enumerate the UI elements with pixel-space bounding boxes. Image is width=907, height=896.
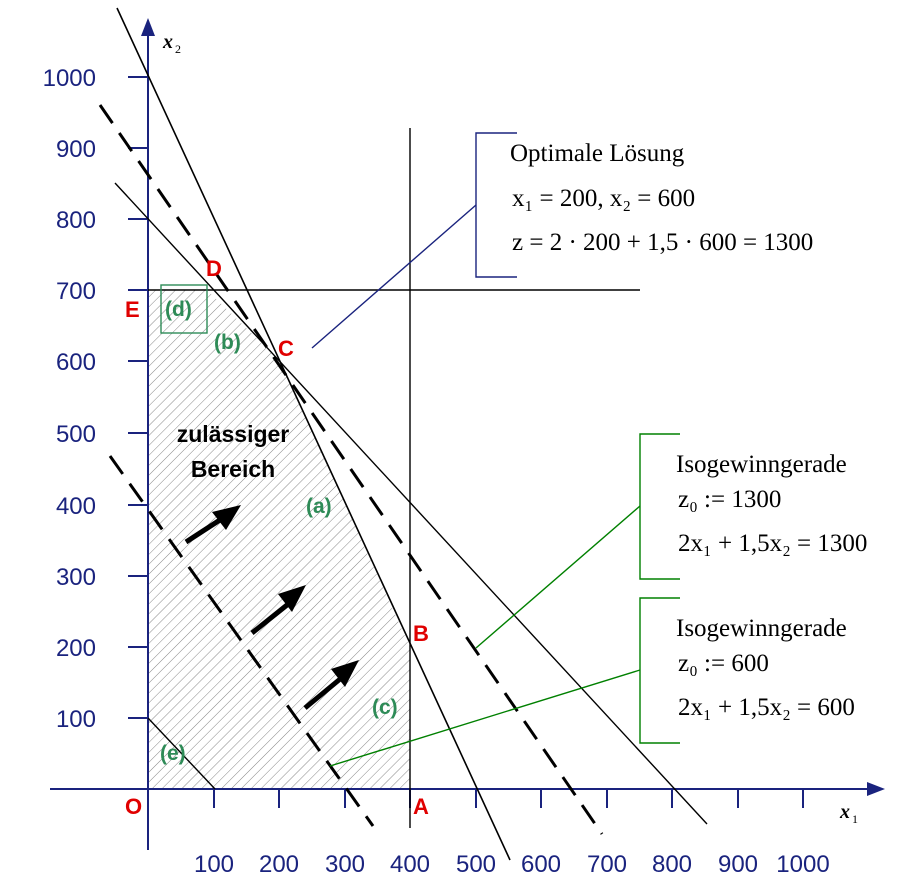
point-label-b: B xyxy=(413,621,429,646)
isoprofit-600-title: Isogewinngerade xyxy=(676,615,847,642)
point-label-o: O xyxy=(125,794,142,819)
point-label-a: A xyxy=(413,794,429,819)
feasible-region-hatch xyxy=(148,290,410,789)
svg-text:x: x xyxy=(839,801,850,823)
optimum-value: z = 2 · 200 + 1,5 · 600 = 1300 xyxy=(512,229,813,256)
y-tick-labels: 100 200 300 400 500 600 700 800 900 1000 xyxy=(43,65,96,733)
isoprofit-1300-z: z₀ := 1300 xyxy=(678,486,781,513)
isoprofit-1300-title: Isogewinngerade xyxy=(676,451,847,478)
y-tick-label: 100 xyxy=(56,706,96,733)
x-tick-label: 600 xyxy=(521,851,561,878)
optimum-title: Optimale Lösung xyxy=(510,140,685,167)
y-tick-label: 700 xyxy=(56,278,96,305)
svg-text:x: x xyxy=(162,31,173,53)
x-tick-label: 800 xyxy=(652,851,692,878)
isoprofit-1300-equation: 2x₁ + 1,5x₂ = 1300 xyxy=(678,530,867,557)
isoprofit-line-1300 xyxy=(98,104,604,835)
point-label-c: C xyxy=(278,336,294,361)
isoprofit-line-600 xyxy=(108,455,375,827)
isoprofit-600-z: z₀ := 600 xyxy=(678,650,769,677)
x-tick-label: 200 xyxy=(259,851,299,878)
y-tick-label: 800 xyxy=(56,207,96,234)
direction-arrow xyxy=(184,505,241,545)
x-tick-label: 1000 xyxy=(776,851,829,878)
constraint-label-a: (a) xyxy=(306,495,332,518)
region-label-line2: Bereich xyxy=(191,456,275,482)
isoprofit-1300-callout: Isogewinngerade z₀ := 1300 2x₁ + 1,5x₂ =… xyxy=(475,433,867,649)
x-tick-label: 900 xyxy=(718,851,758,878)
x-tick-label: 700 xyxy=(587,851,627,878)
optimum-callout: Optimale Lösung x₁ = 200, x₂ = 600 z = 2… xyxy=(311,132,813,349)
y-ticks xyxy=(128,76,148,719)
y-axis-name: x 2 xyxy=(162,31,181,56)
y-tick-label: 1000 xyxy=(43,65,96,92)
constraint-label-e: (e) xyxy=(160,742,186,765)
x-tick-label: 500 xyxy=(456,851,496,878)
y-tick-label: 400 xyxy=(56,493,96,520)
point-label-e: E xyxy=(125,297,140,322)
isoprofit-600-equation: 2x₁ + 1,5x₂ = 600 xyxy=(678,694,855,721)
y-tick-label: 500 xyxy=(56,421,96,448)
svg-text:1: 1 xyxy=(852,812,858,826)
isoprofit-600-callout: Isogewinngerade z₀ := 600 2x₁ + 1,5x₂ = … xyxy=(329,597,855,767)
x-axis-name: x 1 xyxy=(839,801,858,826)
constraint-label-b: (b) xyxy=(214,331,241,354)
x-tick-label: 400 xyxy=(390,851,430,878)
point-label-d: D xyxy=(206,256,222,281)
x-ticks xyxy=(213,789,804,808)
y-tick-label: 900 xyxy=(56,136,96,163)
y-tick-label: 300 xyxy=(56,564,96,591)
y-tick-label: 200 xyxy=(56,635,96,662)
region-label-line1: zulässiger xyxy=(177,421,290,447)
constraint-d-box xyxy=(160,284,208,334)
svg-text:2: 2 xyxy=(175,42,181,56)
x-tick-label: 300 xyxy=(325,851,365,878)
constraint-line-e xyxy=(147,717,216,790)
direction-arrow xyxy=(250,585,306,635)
optimum-solution: x₁ = 200, x₂ = 600 xyxy=(512,185,695,212)
direction-arrow xyxy=(303,660,359,710)
x-tick-labels: 100 200 300 400 500 600 700 800 900 1000 xyxy=(194,851,830,878)
constraint-label-c: (c) xyxy=(372,696,398,719)
x-tick-label: 100 xyxy=(194,851,234,878)
y-tick-label: 600 xyxy=(56,349,96,376)
constraint-label-d: (d) xyxy=(165,298,192,321)
y-axis xyxy=(141,18,155,850)
constraint-line-a xyxy=(116,7,511,861)
